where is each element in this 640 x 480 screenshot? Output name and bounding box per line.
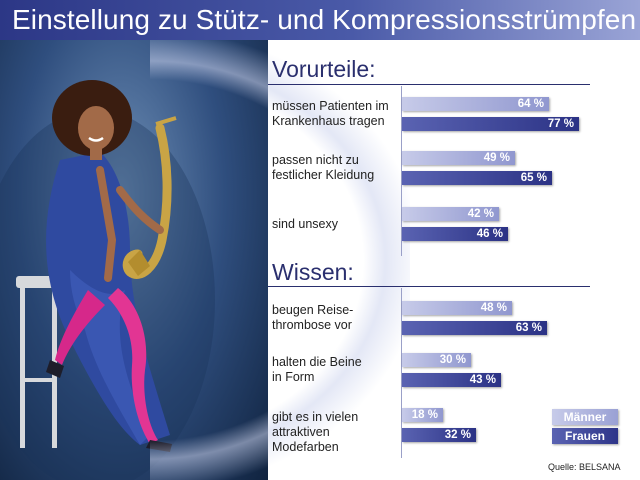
category-label-line: attraktiven (272, 425, 330, 439)
pink-leg-right (108, 288, 158, 444)
category-label-line: sind unsexy (272, 217, 339, 231)
section-rule-wissen (268, 286, 590, 287)
bar-value-label: 65 % (520, 172, 547, 184)
title-banner: Einstellung zu Stütz- und Kompressionsst… (0, 0, 640, 40)
category-label-line: thrombose vor (272, 318, 352, 332)
category-label-line: halten die Beine (272, 355, 362, 369)
category-label-line: beugen Reise- (272, 303, 354, 317)
bar-maenner-vorurteile-3: 42 % (402, 207, 499, 221)
bar-frauen-wissen-2: 43 % (402, 373, 501, 387)
source-note: Quelle: BELSANA (548, 462, 621, 472)
category-label-wissen-2: halten die Beine in Form (272, 355, 397, 385)
section-rule-vorurteile (268, 84, 590, 85)
category-label-line: gibt es in vielen (272, 410, 359, 424)
bar-value-label: 77 % (547, 118, 574, 130)
category-label-wissen-1: beugen Reise-thrombose vor (272, 303, 397, 333)
bar-maenner-wissen-2: 30 % (402, 353, 471, 367)
bar-value-label: 30 % (439, 354, 466, 366)
legend-women: Frauen (552, 428, 618, 444)
bar-frauen-vorurteile-3: 46 % (402, 227, 508, 241)
infographic-title: Einstellung zu Stütz- und Kompressionsst… (12, 4, 637, 35)
category-label-vorurteile-3: sind unsexy (272, 217, 397, 232)
bar-frauen-vorurteile-1: 77 % (402, 117, 579, 131)
category-label-line: Krankenhaus tragen (272, 114, 385, 128)
bar-maenner-wissen-3: 18 % (402, 408, 443, 422)
bar-value-label: 64 % (517, 98, 544, 110)
bar-value-label: 18 % (411, 409, 438, 421)
bar-maenner-vorurteile-2: 49 % (402, 151, 515, 165)
bar-value-label: 43 % (469, 374, 496, 386)
bar-frauen-wissen-3: 32 % (402, 428, 476, 442)
bar-value-label: 46 % (476, 228, 503, 240)
bar-value-label: 49 % (483, 152, 510, 164)
axis-line-vorurteile (401, 86, 402, 256)
woman-with-saxophone-photo (0, 40, 268, 480)
category-label-vorurteile-2: passen nicht zu festlicher Kleidung (272, 153, 397, 183)
pink-leg-left (55, 290, 105, 365)
category-label-wissen-3: gibt es in vielen attraktiven Modefarben (272, 410, 397, 455)
axis-line-wissen (401, 288, 402, 458)
bar-maenner-wissen-1: 48 % (402, 301, 512, 315)
bar-value-label: 63 % (515, 322, 542, 334)
bar-value-label: 48 % (480, 302, 507, 314)
woman-with-saxophone-illustration (0, 80, 215, 480)
category-label-vorurteile-1: müssen Patienten im Krankenhaus tragen (272, 99, 397, 129)
category-label-line: in Form (272, 370, 315, 384)
bar-frauen-wissen-1: 63 % (402, 321, 547, 335)
category-label-line: festlicher Kleidung (272, 168, 375, 182)
legend-men: Männer (552, 409, 618, 425)
category-label-line: Modefarben (272, 440, 339, 454)
bar-maenner-vorurteile-1: 64 % (402, 97, 549, 111)
category-label-line: müssen Patienten im (272, 99, 389, 113)
category-label-line: passen nicht zu (272, 153, 359, 167)
section-title-wissen: Wissen: (272, 259, 354, 285)
section-title-vorurteile: Vorurteile: (272, 56, 376, 82)
bar-value-label: 32 % (444, 429, 471, 441)
bar-frauen-vorurteile-2: 65 % (402, 171, 552, 185)
bar-value-label: 42 % (467, 208, 494, 220)
